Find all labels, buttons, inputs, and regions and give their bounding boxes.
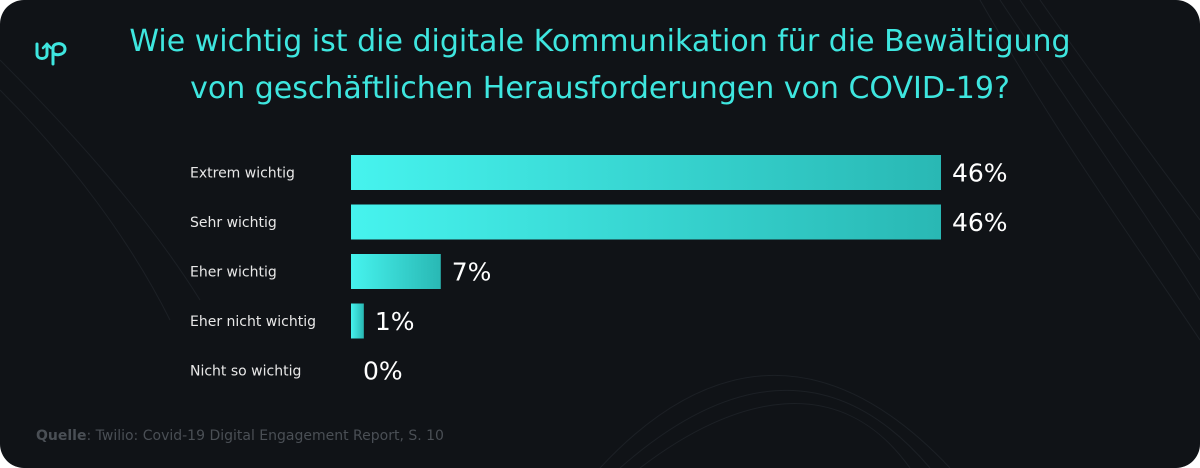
value-label: 1% <box>375 307 415 336</box>
source-separator: : <box>86 428 96 444</box>
value-label: 0% <box>363 357 403 386</box>
source-text: Twilio: Covid-19 Digital Engagement Repo… <box>95 428 444 444</box>
category-label: Eher nicht wichtig <box>190 314 316 330</box>
bar <box>351 155 941 190</box>
category-label: Nicht so wichtig <box>190 364 301 380</box>
chart-title: Wie wichtig ist die digitale Kommunikati… <box>129 24 1071 106</box>
category-label: Sehr wichtig <box>190 215 277 231</box>
source-label: Quelle <box>36 428 87 444</box>
source-note: Quelle: Twilio: Covid-19 Digital Engagem… <box>36 428 444 444</box>
up-arrow-logo-icon <box>35 42 67 66</box>
value-label: 46% <box>952 159 1008 188</box>
bar <box>351 204 941 240</box>
category-label: Eher wichtig <box>190 265 277 281</box>
category-label: Extrem wichtig <box>190 166 295 182</box>
bar <box>351 254 441 289</box>
value-label: 7% <box>452 258 492 287</box>
bar <box>351 303 364 339</box>
value-label: 46% <box>952 208 1008 237</box>
